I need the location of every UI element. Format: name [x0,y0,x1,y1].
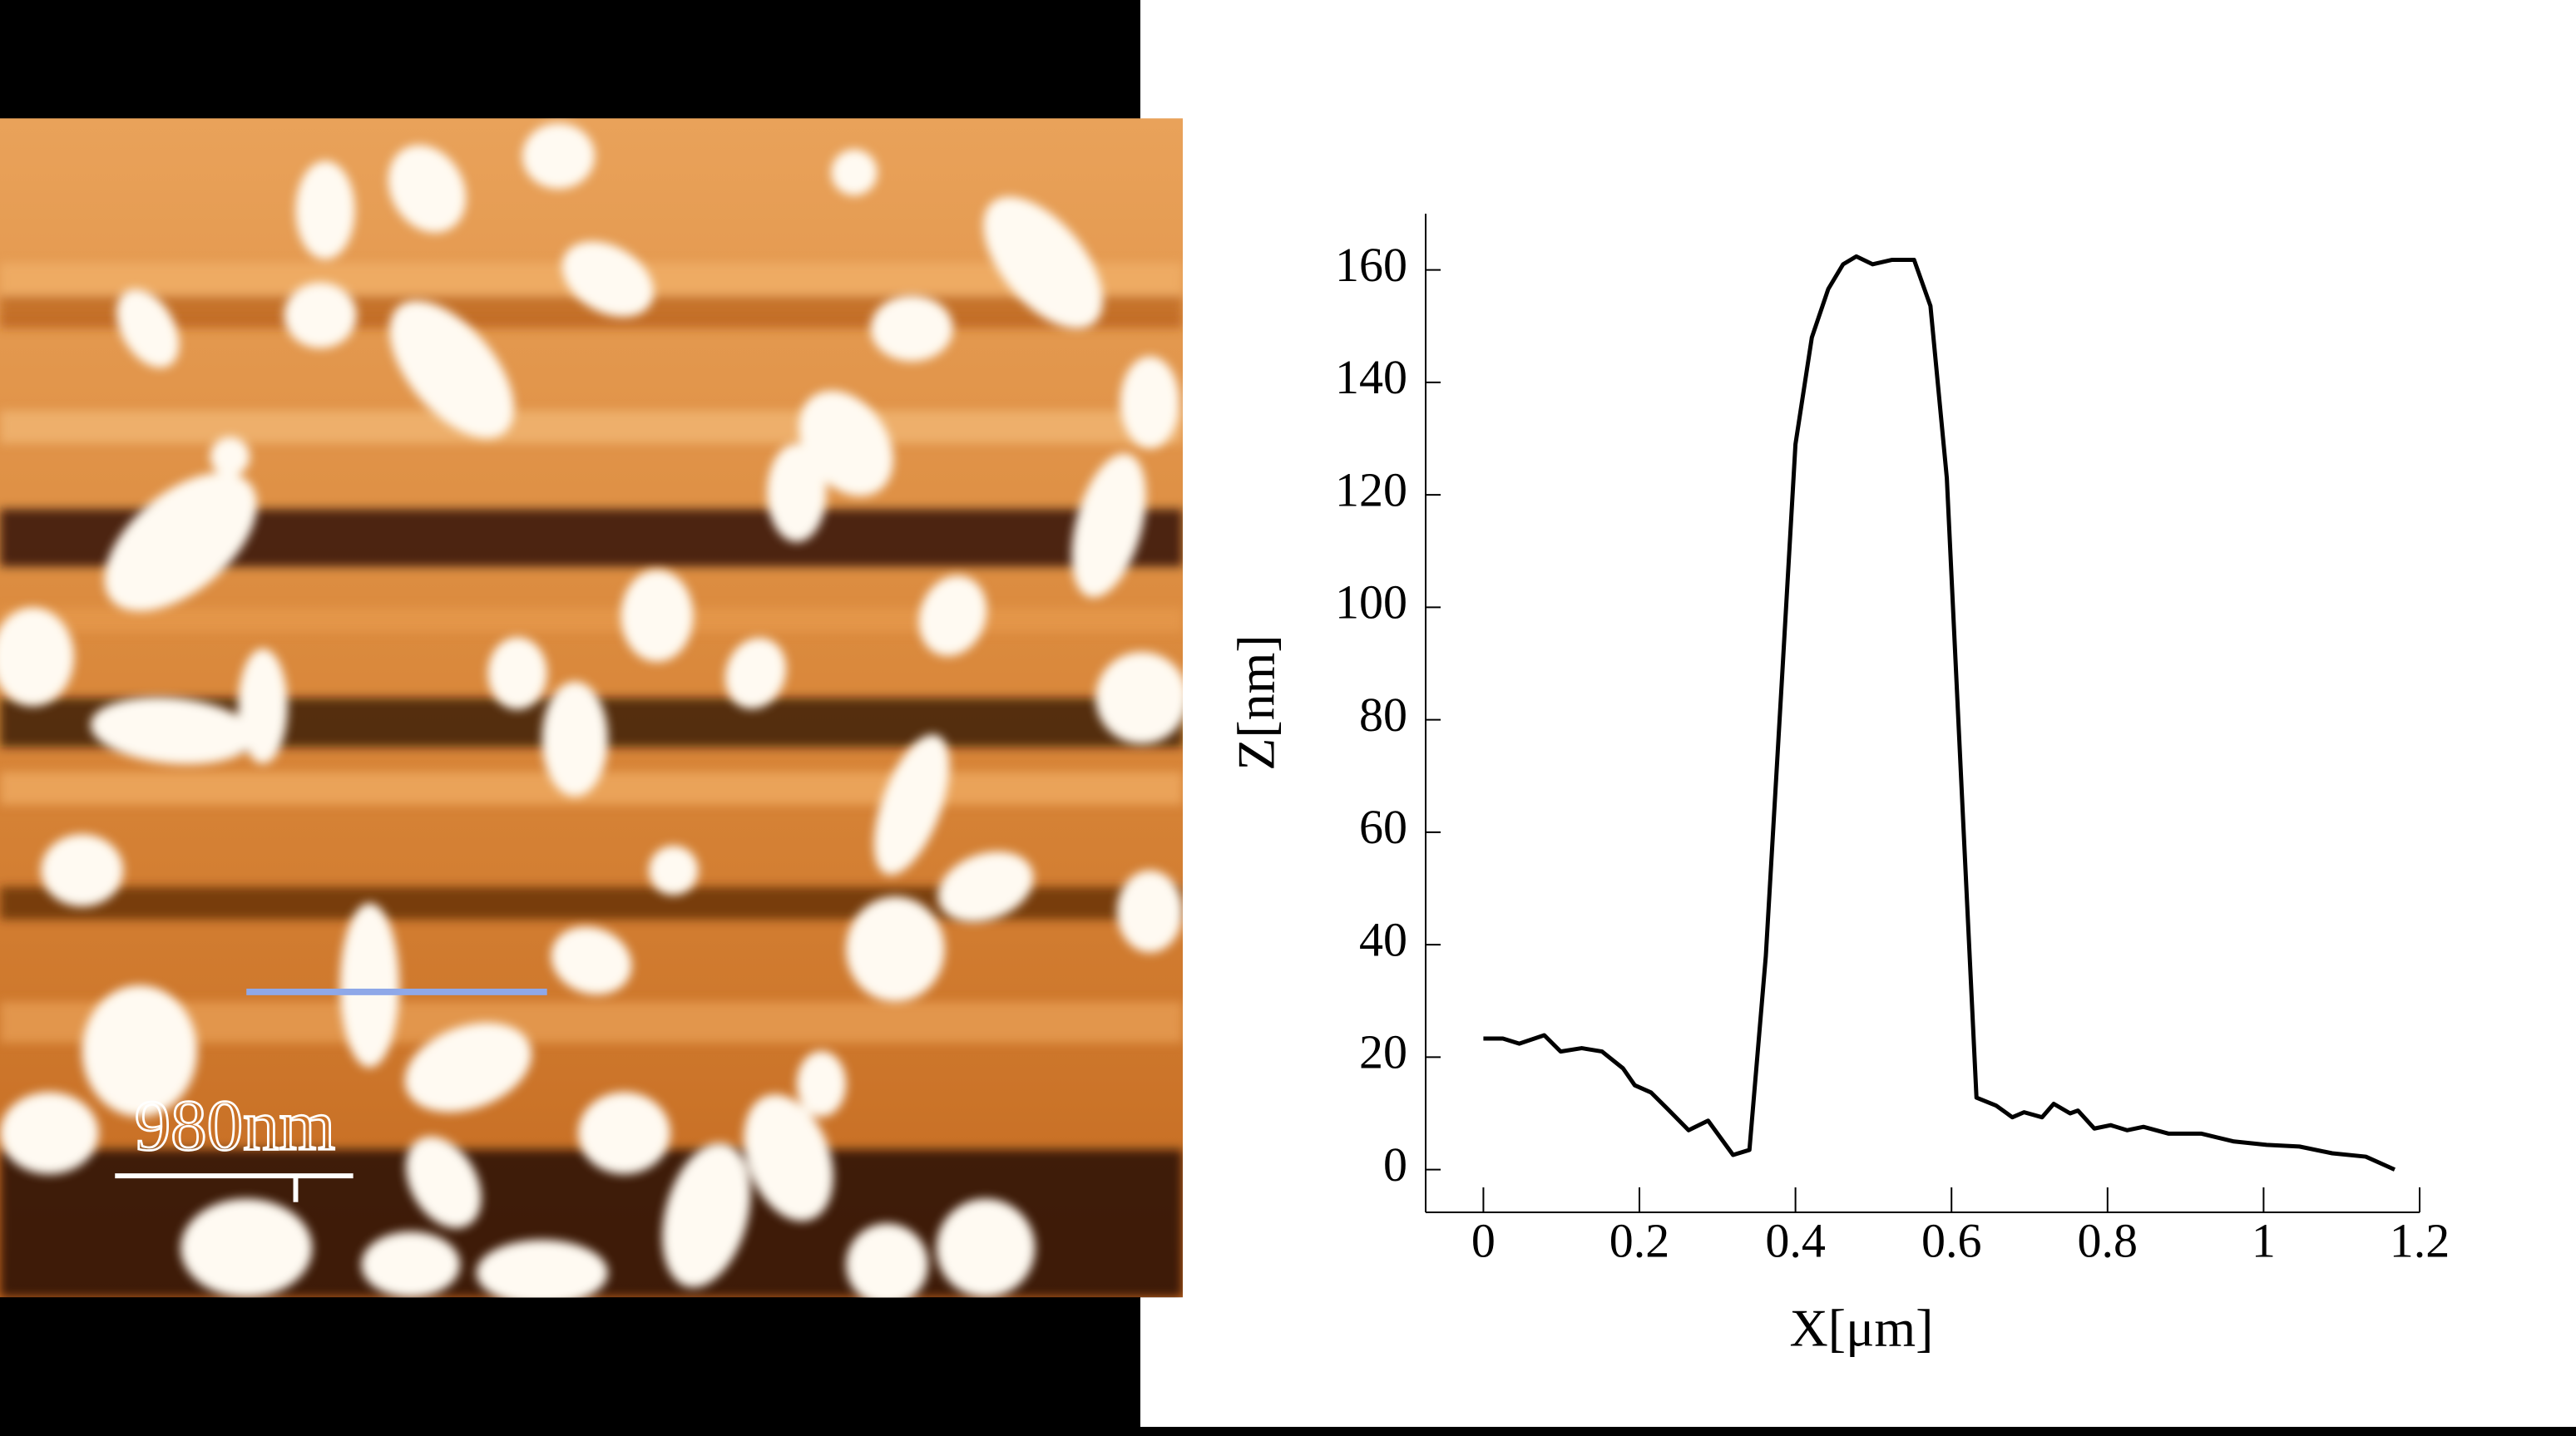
plot-panel [1140,0,2576,1427]
particle [180,1198,313,1298]
particle [551,926,632,995]
particle [1117,870,1183,953]
x-tick-label: 0.6 [1921,1213,1982,1267]
x-tick-label: 1 [2252,1213,2276,1267]
y-tick-label: 100 [1335,575,1407,629]
particle [104,472,257,612]
particle [724,638,787,709]
particle [361,1231,460,1298]
particle [744,1094,833,1221]
y-tick-label: 80 [1359,688,1407,742]
x-tick-label: 0.2 [1609,1213,1670,1267]
particle [90,697,255,765]
particle [284,282,357,348]
particle [578,1092,670,1175]
x-tick-label: 0.4 [1765,1213,1826,1267]
particle [0,607,74,707]
particle [846,1223,928,1298]
particle [487,637,547,710]
particle [238,649,288,764]
particle [339,903,399,1068]
particle [1071,453,1146,598]
x-tick-label: 0.8 [2078,1213,2138,1267]
particle [767,443,827,542]
particle [405,1137,482,1228]
y-tick-label: 140 [1335,350,1407,404]
particle [1095,652,1184,744]
surface-band [0,410,1183,444]
surface-band [0,1001,1183,1044]
surface-band [0,607,1183,633]
scale-bar-label: 980nm [135,1086,335,1166]
particle [210,437,250,476]
y-axis-label: Z[nm] [1227,634,1286,771]
particle [404,1023,532,1113]
particle [936,1198,1036,1298]
particle [82,985,197,1117]
particle [522,123,595,190]
particle [796,1051,847,1117]
particle [561,241,654,318]
particle [389,300,514,438]
y-tick-label: 20 [1359,1025,1407,1079]
particle [937,851,1034,922]
particle [388,145,467,233]
y-tick-label: 120 [1335,462,1407,516]
particle [541,681,608,797]
y-tick-label: 160 [1335,238,1407,292]
particle [1120,356,1180,449]
particle [476,1240,608,1298]
particle [831,149,878,196]
x-tick-label: 1.2 [2390,1213,2450,1267]
particle [918,575,987,656]
x-tick-label: 0 [1471,1213,1496,1267]
particle [295,160,355,260]
particle [649,846,699,896]
particle [873,734,950,876]
particle [621,570,694,662]
afm-image: 980nm [0,118,1184,1298]
y-tick-label: 60 [1359,800,1407,854]
profile-line [1483,254,2396,1172]
x-axis-label: X[μm] [1790,1299,1934,1358]
particle [41,834,124,907]
particle [870,295,953,362]
y-tick-label: 40 [1359,912,1407,966]
particle [846,896,945,1002]
particle [983,196,1103,329]
particle [662,1142,751,1288]
particle [116,289,180,368]
y-tick-label: 0 [1383,1137,1407,1192]
particle [0,1092,99,1175]
